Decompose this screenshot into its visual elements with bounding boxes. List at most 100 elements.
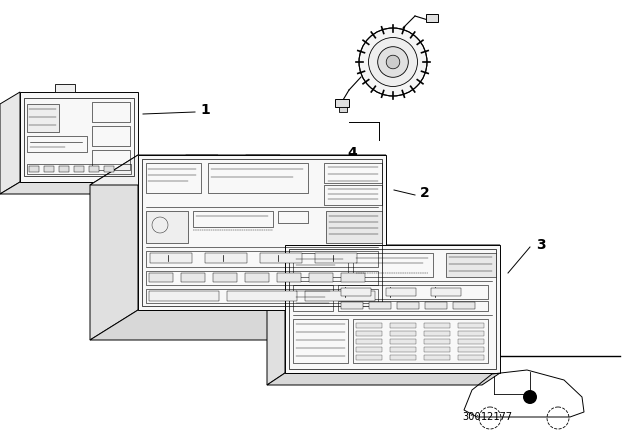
Bar xyxy=(369,302,391,309)
Bar xyxy=(260,253,302,263)
Bar xyxy=(245,273,269,282)
Bar xyxy=(293,319,348,363)
Text: 3: 3 xyxy=(536,238,546,252)
Bar xyxy=(305,291,375,301)
Bar xyxy=(390,347,416,352)
Bar xyxy=(92,102,130,122)
Bar xyxy=(397,302,419,309)
Bar xyxy=(426,14,438,22)
Bar xyxy=(390,339,416,344)
Bar xyxy=(390,331,416,336)
Bar xyxy=(424,347,450,352)
Bar xyxy=(424,355,450,360)
Bar xyxy=(213,273,237,282)
Bar xyxy=(356,347,382,352)
Bar xyxy=(150,253,192,263)
Bar xyxy=(453,302,475,309)
Bar xyxy=(458,347,484,352)
Bar xyxy=(356,323,382,328)
Polygon shape xyxy=(0,182,138,194)
Bar xyxy=(149,291,219,301)
Bar xyxy=(324,163,382,183)
Bar xyxy=(44,166,54,172)
Bar xyxy=(335,99,349,107)
Bar xyxy=(424,331,450,336)
Text: 2: 2 xyxy=(420,186,429,200)
Bar xyxy=(146,251,378,267)
Bar xyxy=(458,339,484,344)
Polygon shape xyxy=(20,92,138,182)
Bar xyxy=(193,211,273,227)
Bar xyxy=(390,355,416,360)
Bar xyxy=(293,253,348,277)
Polygon shape xyxy=(232,155,280,164)
Bar xyxy=(386,288,416,296)
Bar xyxy=(146,271,378,285)
Bar xyxy=(27,164,131,174)
Bar xyxy=(339,107,347,112)
Bar xyxy=(74,166,84,172)
Bar xyxy=(353,253,433,277)
Bar xyxy=(277,273,301,282)
Bar xyxy=(324,185,382,205)
Bar xyxy=(338,301,488,311)
Bar xyxy=(424,339,450,344)
Polygon shape xyxy=(0,92,20,194)
Bar xyxy=(227,291,297,301)
Polygon shape xyxy=(267,245,500,257)
Bar xyxy=(146,289,378,303)
Bar xyxy=(341,273,365,282)
Bar xyxy=(356,355,382,360)
Bar xyxy=(142,159,382,306)
Bar xyxy=(341,302,363,309)
Bar xyxy=(338,285,488,299)
Polygon shape xyxy=(285,245,500,373)
Bar xyxy=(89,166,99,172)
Bar xyxy=(326,211,382,243)
Bar xyxy=(315,253,357,263)
Bar xyxy=(289,249,496,369)
Bar xyxy=(29,166,39,172)
Circle shape xyxy=(378,47,408,78)
Bar xyxy=(425,302,447,309)
Circle shape xyxy=(386,55,400,69)
Bar xyxy=(59,166,69,172)
Bar xyxy=(353,319,488,363)
Bar xyxy=(446,253,496,277)
Circle shape xyxy=(359,28,427,96)
Bar xyxy=(356,339,382,344)
Bar xyxy=(146,211,188,243)
Polygon shape xyxy=(172,155,218,164)
Polygon shape xyxy=(55,84,75,92)
Bar xyxy=(104,166,114,172)
Bar xyxy=(27,104,59,132)
Bar xyxy=(458,355,484,360)
Bar xyxy=(146,163,201,193)
Bar xyxy=(92,126,130,146)
Circle shape xyxy=(523,390,537,404)
Bar xyxy=(390,323,416,328)
Bar xyxy=(431,288,461,296)
Text: 4: 4 xyxy=(347,146,356,160)
Circle shape xyxy=(369,38,417,86)
Text: 1: 1 xyxy=(200,103,210,117)
Bar xyxy=(205,253,247,263)
Polygon shape xyxy=(90,310,386,340)
Bar xyxy=(424,323,450,328)
Polygon shape xyxy=(267,245,285,385)
Polygon shape xyxy=(90,155,386,185)
Bar xyxy=(149,273,173,282)
Bar xyxy=(458,331,484,336)
Bar xyxy=(293,285,333,311)
Polygon shape xyxy=(90,155,138,340)
Text: 30012177: 30012177 xyxy=(462,412,512,422)
Bar xyxy=(356,331,382,336)
Bar xyxy=(92,150,130,170)
Polygon shape xyxy=(267,373,500,385)
Bar xyxy=(208,163,308,193)
Bar xyxy=(181,273,205,282)
Bar xyxy=(458,323,484,328)
Bar xyxy=(341,288,371,296)
Bar xyxy=(24,98,134,176)
Polygon shape xyxy=(138,155,386,310)
